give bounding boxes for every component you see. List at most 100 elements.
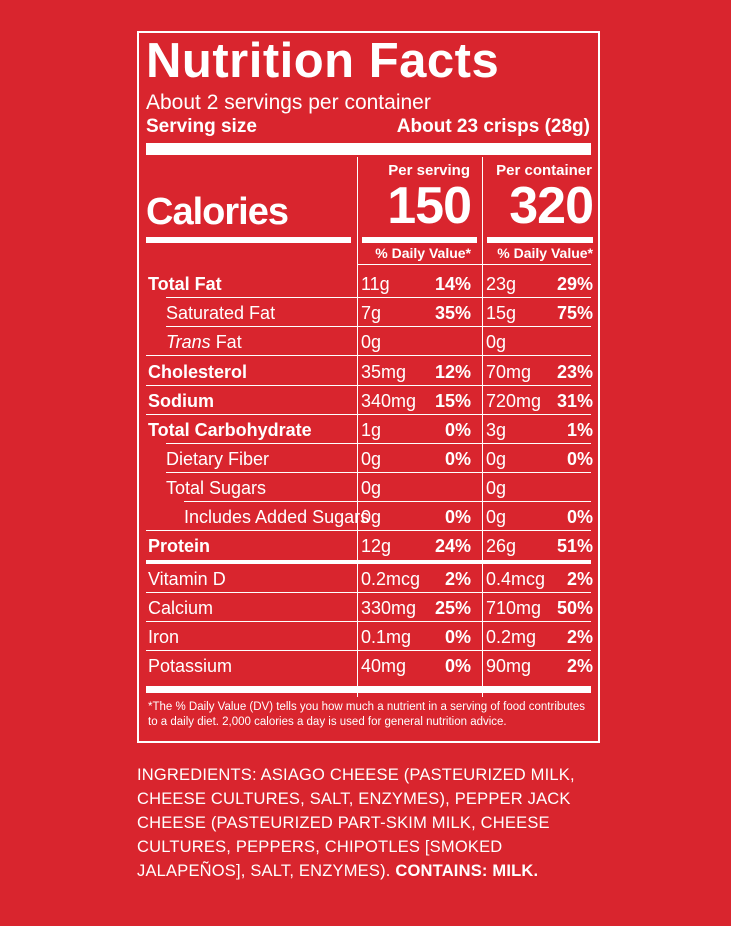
nutrient-label-rest: Fat bbox=[210, 332, 242, 352]
thick-divider-bottom bbox=[146, 686, 591, 693]
nutrient-label: Includes Added Sugars bbox=[184, 507, 370, 527]
serving-amount: 0g bbox=[361, 507, 382, 527]
container-amount: 0g bbox=[486, 449, 507, 469]
row-divider bbox=[146, 592, 591, 593]
calories-per-container: 320 bbox=[509, 177, 594, 235]
calories-divider-left bbox=[146, 237, 351, 243]
nutrient-label: Vitamin D bbox=[148, 569, 226, 589]
serving-percent: 15% bbox=[434, 391, 471, 411]
container-percent: 23% bbox=[556, 362, 593, 382]
serving-size-label: Serving size bbox=[146, 116, 257, 137]
row-divider bbox=[184, 501, 591, 502]
dv-header-serving: % Daily Value* bbox=[375, 245, 471, 261]
container-amount: 70mg bbox=[486, 362, 532, 382]
container-amount: 15g bbox=[486, 303, 517, 323]
serving-percent: 0% bbox=[444, 507, 471, 527]
nutrient-label: Dietary Fiber bbox=[166, 449, 270, 469]
serving-amount: 0g bbox=[361, 449, 382, 469]
nutrient-label: Cholesterol bbox=[148, 362, 248, 382]
per-container-header: Per container bbox=[496, 162, 592, 179]
serving-amount: 0g bbox=[361, 332, 382, 352]
container-amount: 26g bbox=[486, 536, 517, 556]
container-percent: 2% bbox=[566, 627, 593, 647]
thick-divider-top bbox=[146, 143, 591, 155]
container-percent: 51% bbox=[556, 536, 593, 556]
row-divider bbox=[166, 326, 591, 327]
dv-header-container: % Daily Value* bbox=[497, 245, 593, 261]
nutrient-label: Trans Fat bbox=[166, 333, 242, 351]
row-divider bbox=[166, 443, 591, 444]
label-title: Nutrition Facts bbox=[146, 34, 500, 88]
row-divider bbox=[146, 621, 591, 622]
serving-percent: 25% bbox=[434, 598, 471, 618]
nutrient-label: Calcium bbox=[148, 598, 214, 618]
container-amount: 90mg bbox=[486, 656, 532, 676]
nutrient-label: Sodium bbox=[148, 391, 214, 411]
serving-percent: 0% bbox=[444, 449, 471, 469]
daily-value-footnote: *The % Daily Value (DV) tells you how mu… bbox=[148, 701, 585, 728]
container-amount: 23g bbox=[486, 274, 517, 294]
container-percent: 50% bbox=[556, 598, 593, 618]
container-amount: 3g bbox=[486, 420, 507, 440]
serving-percent: 0% bbox=[444, 656, 471, 676]
row-divider bbox=[146, 355, 591, 356]
serving-amount: 330mg bbox=[361, 598, 417, 618]
column-divider-right bbox=[482, 157, 483, 697]
calories-label: Calories bbox=[146, 191, 289, 233]
container-amount: 0.4mcg bbox=[486, 569, 546, 589]
container-amount: 0.2mg bbox=[486, 627, 537, 647]
nutrient-label: Total Fat bbox=[148, 274, 222, 294]
nutrient-label: Iron bbox=[148, 627, 180, 647]
column-divider-left bbox=[357, 157, 358, 697]
calories-divider-mid bbox=[362, 237, 477, 243]
serving-amount: 12g bbox=[361, 536, 392, 556]
serving-amount: 7g bbox=[361, 303, 382, 323]
nutrition-facts-panel: Nutrition Facts About 2 servings per con… bbox=[137, 31, 600, 743]
calories-per-serving: 150 bbox=[387, 177, 472, 235]
nutrient-label: Protein bbox=[148, 536, 211, 556]
dv-header-divider bbox=[357, 264, 591, 265]
serving-percent: 0% bbox=[444, 420, 471, 440]
container-percent: 1% bbox=[566, 420, 593, 440]
serving-percent: 14% bbox=[434, 274, 471, 294]
serving-amount: 0.1mg bbox=[361, 627, 412, 647]
serving-amount: 11g bbox=[361, 274, 390, 294]
ingredients-text: INGREDIENTS: ASIAGO CHEESE (PASTEURIZED … bbox=[137, 766, 575, 880]
serving-amount: 0.2mcg bbox=[361, 569, 421, 589]
container-percent: 29% bbox=[556, 274, 593, 294]
serving-percent: 24% bbox=[434, 536, 471, 556]
container-percent: 31% bbox=[556, 391, 593, 411]
vitamin-divider bbox=[146, 560, 591, 564]
serving-amount: 340mg bbox=[361, 391, 417, 411]
nutrient-label: Potassium bbox=[148, 656, 233, 676]
container-percent: 75% bbox=[556, 303, 593, 323]
serving-size-value: About 23 crisps (28g) bbox=[396, 116, 590, 137]
container-amount: 720mg bbox=[486, 391, 542, 411]
ingredients-statement: INGREDIENTS: ASIAGO CHEESE (PASTEURIZED … bbox=[137, 763, 607, 883]
row-divider bbox=[146, 530, 591, 531]
row-divider bbox=[146, 385, 591, 386]
per-serving-header: Per serving bbox=[388, 162, 470, 179]
container-percent: 2% bbox=[566, 656, 593, 676]
container-amount: 0g bbox=[486, 507, 507, 527]
nutrient-label-italic: Trans bbox=[166, 332, 211, 352]
container-amount: 0g bbox=[486, 332, 507, 352]
container-amount: 710mg bbox=[486, 598, 542, 618]
nutrient-label: Total Sugars bbox=[166, 478, 267, 498]
row-divider bbox=[166, 297, 591, 298]
servings-per-container: About 2 servings per container bbox=[146, 91, 431, 114]
serving-percent: 2% bbox=[444, 569, 471, 589]
calories-divider-right bbox=[487, 237, 593, 243]
serving-amount: 0g bbox=[361, 478, 382, 498]
serving-percent: 0% bbox=[444, 627, 471, 647]
serving-percent: 35% bbox=[434, 303, 471, 323]
container-percent: 2% bbox=[566, 569, 593, 589]
row-divider bbox=[146, 414, 591, 415]
allergen-statement: CONTAINS: MILK. bbox=[395, 862, 539, 880]
serving-amount: 35mg bbox=[361, 362, 407, 382]
container-percent: 0% bbox=[566, 507, 593, 527]
serving-amount: 40mg bbox=[361, 656, 407, 676]
row-divider bbox=[166, 472, 591, 473]
container-amount: 0g bbox=[486, 478, 507, 498]
serving-percent: 12% bbox=[434, 362, 471, 382]
